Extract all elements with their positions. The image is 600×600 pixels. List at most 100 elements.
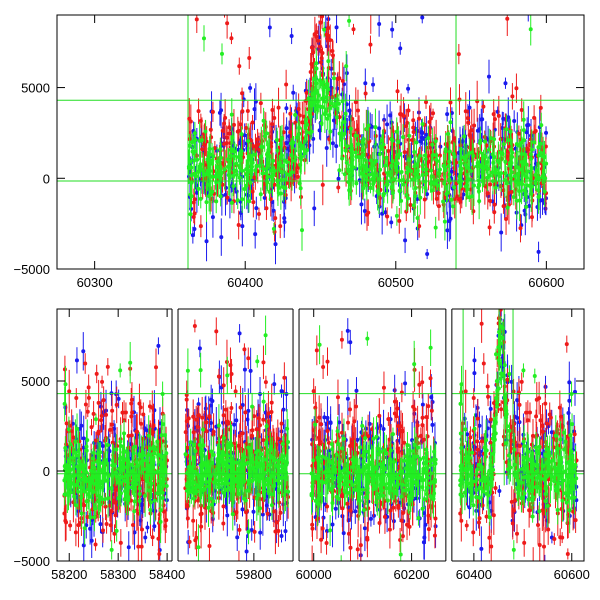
data-point (329, 101, 334, 106)
data-point (252, 529, 257, 534)
data-point (103, 504, 108, 509)
data-point (538, 105, 543, 110)
data-point (420, 173, 425, 178)
data-point (292, 158, 297, 163)
data-point (222, 141, 227, 146)
data-point (471, 183, 476, 188)
data-point (196, 109, 201, 114)
data-point (281, 407, 286, 412)
data-point (314, 30, 319, 35)
data-point (152, 524, 157, 529)
data-point (300, 120, 305, 125)
data-point (356, 141, 361, 146)
data-point (252, 152, 257, 157)
data-point (503, 159, 508, 164)
data-point (75, 453, 80, 458)
data-point (536, 188, 541, 193)
data-point (229, 147, 234, 152)
data-point (164, 484, 169, 489)
data-point (105, 442, 110, 447)
data-point (218, 194, 223, 199)
data-point (89, 538, 94, 543)
data-point (297, 181, 302, 186)
data-point (99, 413, 104, 418)
data-point (232, 422, 237, 427)
data-point (217, 168, 222, 173)
data-point (449, 197, 454, 202)
data-point (273, 216, 278, 221)
data-point (279, 533, 284, 538)
data-point (252, 107, 257, 112)
data-point (106, 448, 111, 453)
data-point (258, 423, 263, 428)
data-point (320, 182, 325, 187)
data-point (398, 46, 403, 51)
data-point (532, 140, 537, 145)
data-point (123, 410, 128, 415)
data-point (366, 140, 371, 145)
data-point (197, 346, 202, 351)
data-point (266, 411, 271, 416)
data-point (220, 128, 225, 133)
data-point (332, 104, 337, 109)
data-point (501, 116, 506, 121)
data-point (102, 497, 107, 502)
data-point (155, 491, 160, 496)
data-point (363, 157, 368, 162)
data-point (105, 364, 110, 369)
data-point (250, 143, 255, 148)
data-point (299, 157, 304, 162)
data-point (374, 158, 379, 163)
data-point (269, 400, 274, 405)
data-point (261, 118, 266, 123)
data-point (250, 164, 255, 169)
data-point (467, 105, 472, 110)
data-point (285, 160, 290, 165)
data-point (264, 166, 269, 171)
data-point (514, 142, 519, 147)
data-point (120, 410, 125, 415)
data-point (196, 186, 201, 191)
data-point (240, 197, 245, 202)
data-point (210, 158, 215, 163)
data-point (406, 196, 411, 201)
data-point (87, 482, 92, 487)
data-point (221, 413, 226, 418)
data-point (471, 153, 476, 158)
data-point (251, 509, 256, 514)
data-point (254, 163, 259, 168)
data-point (259, 144, 264, 149)
data-point (544, 130, 549, 135)
data-point (225, 513, 230, 518)
data-point (207, 544, 212, 549)
data-point (387, 170, 392, 175)
data-point (448, 100, 453, 105)
x-tick-label: 60300 (77, 275, 113, 290)
data-point (402, 150, 407, 155)
data-point (213, 174, 218, 179)
data-point (394, 155, 399, 160)
data-point (124, 465, 129, 470)
data-point (96, 431, 101, 436)
data-point (362, 208, 367, 213)
data-point (301, 146, 306, 151)
data-point (238, 122, 243, 127)
data-point (186, 416, 191, 421)
data-point (383, 210, 388, 215)
data-point (281, 163, 286, 168)
data-point (245, 417, 250, 422)
data-point (192, 131, 197, 136)
data-point (447, 149, 452, 154)
data-point (377, 152, 382, 157)
data-point (481, 104, 486, 109)
data-point (76, 489, 81, 494)
data-point (278, 191, 283, 196)
data-point (154, 447, 159, 452)
data-point (431, 111, 436, 116)
data-point (342, 131, 347, 136)
data-point (100, 379, 105, 384)
data-point (68, 490, 73, 495)
data-point (270, 122, 275, 127)
data-point (324, 95, 329, 100)
data-point (380, 138, 385, 143)
